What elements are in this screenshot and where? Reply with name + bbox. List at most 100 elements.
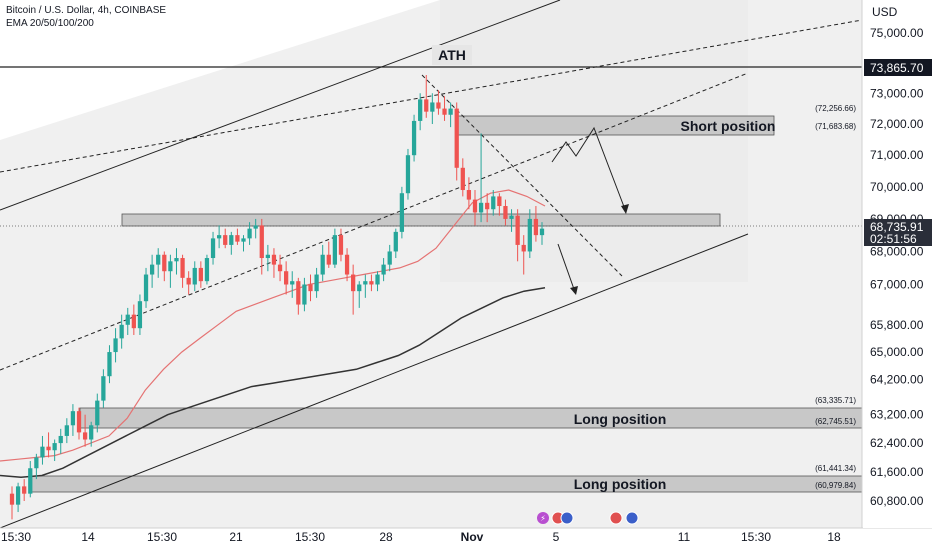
channel-upper[interactable]: [0, 0, 561, 211]
forecast-down-path: [557, 243, 576, 293]
candle-body: [351, 274, 356, 292]
price-tick-label: 61,600.00: [870, 465, 924, 479]
price-tick-label: 73,000.00: [870, 86, 924, 100]
ath-price-tag-text: 73,865.70: [870, 61, 924, 75]
crypto-event-icon[interactable]: [537, 512, 549, 524]
forecast-shade: [440, 0, 748, 282]
candle-body: [216, 235, 222, 239]
us-event-icon-4[interactable]: [625, 511, 639, 525]
candle-body: [448, 108, 453, 115]
candle-body: [95, 400, 100, 426]
time-tick-label: 18: [827, 530, 841, 544]
candle-body: [277, 264, 283, 272]
candle-body: [28, 468, 33, 494]
candle-body: [357, 284, 362, 292]
candle-body: [411, 120, 417, 156]
time-axis[interactable]: [0, 529, 932, 550]
candle-body: [40, 446, 45, 458]
candle-body: [70, 411, 76, 426]
channel-lower[interactable]: [0, 233, 749, 529]
long2-bottom-price: (60,979.84): [815, 481, 856, 490]
candle-body: [82, 432, 88, 440]
candle-body: [46, 446, 51, 451]
indicator-legend[interactable]: EMA 20/50/100/200: [6, 18, 94, 29]
candle-body: [375, 274, 380, 285]
time-labels: 15:30 14 15:30 21 15:30 28 Nov 5 11 15:30 18: [1, 530, 841, 544]
candle-body: [162, 254, 167, 272]
candle-body: [478, 202, 484, 213]
long1-top-price: (63,335.71): [815, 396, 856, 405]
candles-layer: [9, 75, 545, 520]
candle-body: [533, 218, 539, 236]
candle-body: [363, 281, 368, 285]
candle-body: [64, 425, 69, 436]
lightning-glyph: ⚡: [540, 514, 546, 523]
candle-body: [539, 228, 545, 236]
candle-body: [320, 254, 325, 275]
candle-body: [192, 267, 197, 285]
candle-body: [491, 196, 496, 210]
candle-body: [290, 281, 295, 285]
candle-body: [15, 486, 21, 505]
ath-label: ATH: [438, 47, 466, 63]
price-tick-label: 71,000.00: [870, 148, 924, 162]
extension-dashed[interactable]: [0, 19, 863, 173]
price-tick-label: 64,200.00: [870, 373, 924, 387]
countdown: 02:51:56: [870, 232, 917, 246]
time-tick-label: 11: [678, 530, 691, 544]
candle-body: [113, 338, 118, 353]
candle-body: [509, 215, 514, 219]
channel-mid-dashed[interactable]: [0, 72, 749, 371]
candle-body: [387, 251, 392, 265]
price-labels: 75,000.00 73,000.00 72,000.00 71,000.00 70,0…: [870, 26, 924, 508]
candle-body: [497, 196, 502, 207]
candle-body: [198, 267, 203, 282]
time-tick-label: 15:30: [147, 530, 177, 544]
candle-body: [418, 99, 423, 121]
candle-body: [271, 254, 277, 265]
time-tick-label: Nov: [461, 530, 484, 544]
price-axis[interactable]: [863, 0, 932, 528]
candle-body: [253, 225, 258, 229]
candle-body: [485, 202, 490, 210]
last-price-tag: [864, 219, 932, 246]
resistance-zone: [121, 213, 721, 227]
short-position-label: Short position: [681, 118, 776, 134]
time-tick-label: 15:30: [1, 530, 31, 544]
candle-body: [460, 167, 465, 191]
price-tick-label: 62,400.00: [870, 436, 924, 450]
event-icons[interactable]: ⚡: [537, 511, 639, 525]
last-price-value: 68,735.91: [870, 220, 924, 234]
candle-body: [442, 108, 447, 115]
candle-body: [168, 261, 173, 272]
candle-body: [229, 235, 234, 245]
price-tick-label: 65,000.00: [870, 345, 924, 359]
trend-down-dashed[interactable]: [421, 74, 623, 277]
price-tick-label: 63,200.00: [870, 408, 924, 422]
long2-top-price: (61,441.34): [815, 464, 856, 473]
chart-symbol-title[interactable]: Bitcoin / U.S. Dollar, 4h, COINBASE: [6, 5, 167, 16]
candle-body: [119, 324, 124, 339]
price-tick-label: 60,800.00: [870, 494, 924, 508]
candle-body: [22, 486, 27, 494]
candle-body: [454, 108, 459, 168]
price-tick-label: 65,800.00: [870, 318, 924, 332]
price-tick-label: 75,000.00: [870, 26, 924, 40]
us-event-icon-3[interactable]: [609, 511, 623, 525]
candle-body: [314, 274, 319, 292]
candle-body: [143, 274, 149, 302]
candle-body: [210, 238, 216, 259]
candle-body: [156, 254, 161, 265]
us-event-icon-2[interactable]: [560, 511, 574, 525]
long-zone-2: [29, 475, 863, 493]
candle-body: [405, 155, 411, 194]
candle-body: [9, 493, 15, 505]
candle-body: [223, 235, 228, 245]
candle-body: [424, 99, 429, 112]
price-tick-label: 67,000.00: [870, 277, 924, 291]
short-bottom-price: (71,683.68): [815, 122, 856, 131]
ema-dark-line: [0, 287, 546, 479]
candle-body: [101, 376, 106, 401]
candle-body: [149, 264, 155, 275]
